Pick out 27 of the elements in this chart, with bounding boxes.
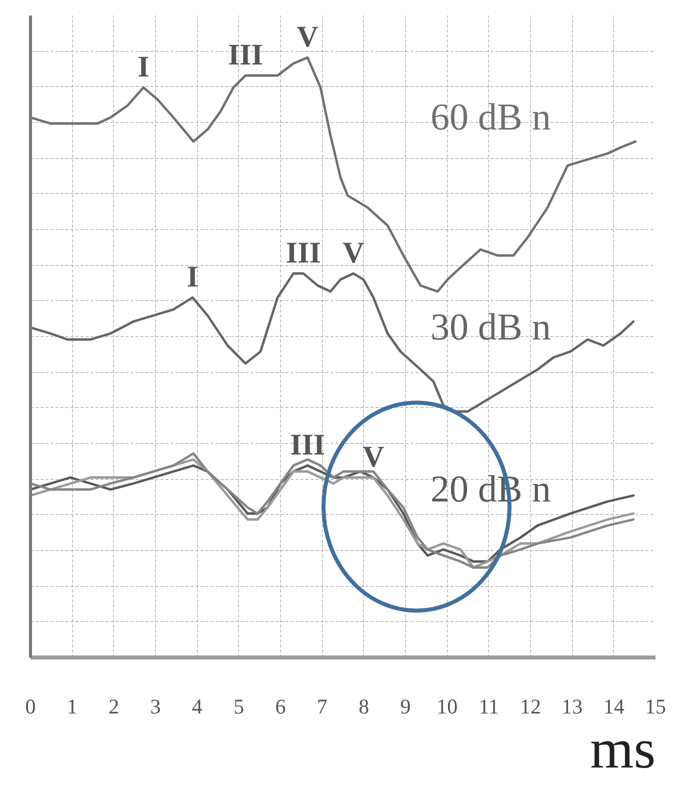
x-tick-label: 8: [358, 694, 370, 718]
annotation: V: [342, 236, 365, 270]
x-tick-label: 4: [192, 694, 203, 718]
annotation: III: [290, 428, 326, 462]
x-tick-label: 9: [400, 694, 411, 718]
x-tick-label: 10: [436, 694, 458, 718]
x-tick-label: 12: [520, 694, 541, 718]
annotation: V: [362, 440, 385, 474]
annotation: III: [286, 236, 321, 270]
annotation: V: [296, 20, 319, 54]
x-tick-label: 7: [316, 694, 328, 718]
x-tick-label: 11: [478, 694, 499, 718]
annotation: I: [138, 50, 150, 84]
x-tick-label: 1: [66, 694, 78, 718]
x-tick-label: 14: [603, 694, 625, 718]
x-tick-label: 15: [645, 694, 666, 718]
x-axis-title: ms: [590, 718, 656, 780]
x-tick-label: 13: [562, 694, 583, 718]
x-tick-label: 3: [150, 694, 161, 718]
series-label: 60 dB n: [430, 96, 551, 138]
x-tick-label: 5: [234, 694, 244, 718]
annotation: I: [186, 260, 198, 294]
series-label: 30 dB n: [430, 306, 551, 348]
annotation: III: [228, 38, 264, 72]
x-tick-label: 0: [25, 694, 36, 718]
x-tick-label: 6: [275, 694, 286, 718]
x-tick-label: 2: [108, 694, 120, 718]
